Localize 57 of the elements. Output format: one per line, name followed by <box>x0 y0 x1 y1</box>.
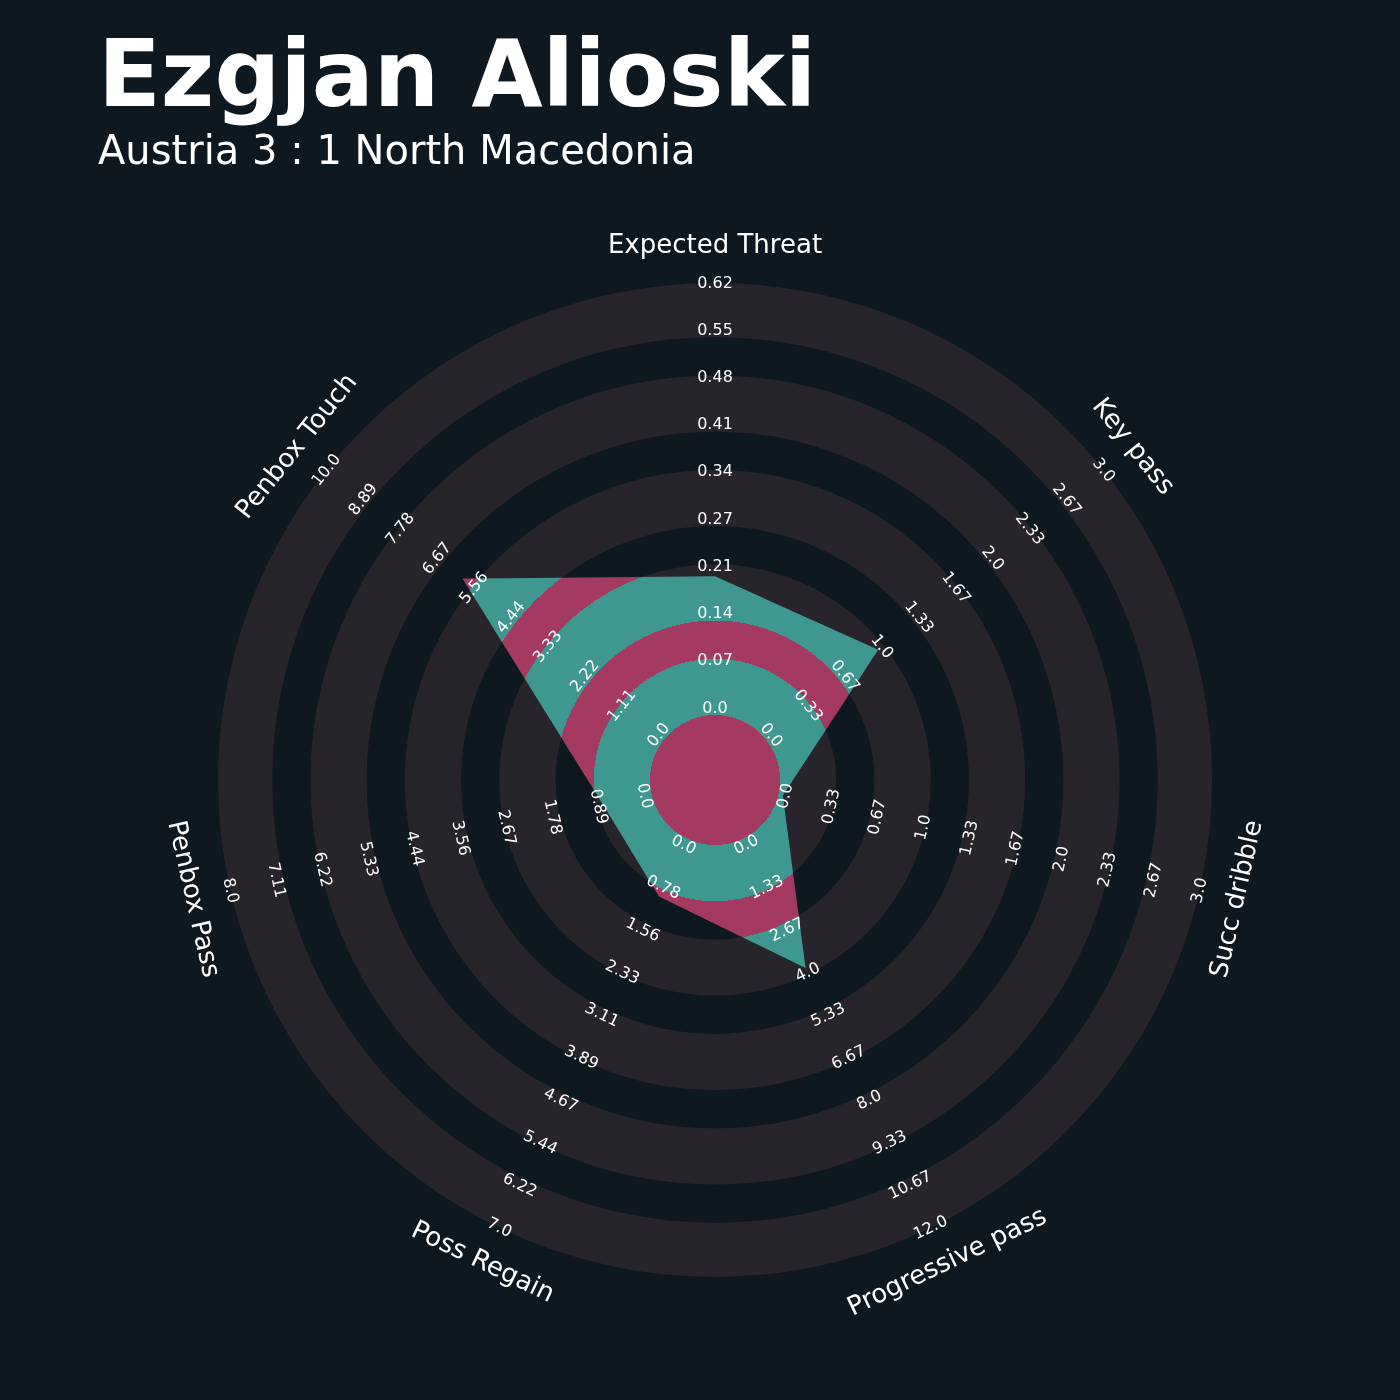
text: 0.0 <box>668 829 700 859</box>
text: 0.27 <box>697 508 733 528</box>
text: 0.21 <box>697 555 733 575</box>
text: 2.0 <box>978 541 1009 574</box>
text: 12.0 <box>910 1210 951 1244</box>
text: 1.78 <box>540 797 567 837</box>
text: 3.56 <box>448 818 475 858</box>
text: 0.89 <box>586 786 613 826</box>
text: 3.11 <box>582 997 623 1031</box>
text: 1.0 <box>910 812 935 842</box>
text: 9.33 <box>869 1125 910 1159</box>
text: 5.33 <box>356 839 383 879</box>
text: 8.0 <box>853 1085 885 1114</box>
text: 3.89 <box>561 1040 602 1073</box>
text: 0.07 <box>697 650 733 670</box>
spoke-label: Expected Threat <box>607 228 823 259</box>
text: 1.67 <box>1001 828 1028 868</box>
text: 0.0 <box>633 781 658 811</box>
text: 3.0 <box>1088 453 1120 486</box>
text: 7.0 <box>484 1212 516 1241</box>
text: 0.0 <box>772 781 797 811</box>
text: 5.44 <box>520 1125 561 1159</box>
chart-subtitle: Austria 3 : 1 North Macedonia <box>98 127 696 173</box>
text: 0.0 <box>730 829 762 859</box>
text: 4.44 <box>402 828 429 868</box>
text: 0.78 <box>643 870 684 903</box>
text: 0.33 <box>817 786 844 826</box>
text: 2.67 <box>766 912 807 946</box>
text: 0.41 <box>697 414 733 434</box>
text: 1.33 <box>955 818 982 858</box>
chart-title: Ezgjan Alioski <box>98 21 817 128</box>
text: 1.0 <box>867 630 899 663</box>
text: 2.67 <box>494 807 521 847</box>
text: 2.67 <box>1139 860 1166 900</box>
text: 2.0 <box>1048 844 1073 874</box>
text: 5.33 <box>807 997 848 1031</box>
text: 0.62 <box>697 272 733 292</box>
text: 4.67 <box>541 1082 582 1116</box>
text: 0.34 <box>697 461 733 481</box>
text: 1.56 <box>623 912 664 946</box>
text: 2.33 <box>602 955 643 988</box>
text: 7.11 <box>264 860 291 900</box>
text: 3.0 <box>1186 875 1211 905</box>
text: 6.22 <box>310 849 337 889</box>
text: 6.67 <box>828 1040 869 1073</box>
text: 0.0 <box>702 697 728 717</box>
text: 0.14 <box>697 603 733 623</box>
text: 0.55 <box>697 319 733 339</box>
text: 2.33 <box>1093 849 1120 889</box>
text: 0.67 <box>863 797 890 837</box>
text: 0.48 <box>697 366 733 386</box>
text: 0.0 <box>756 718 788 751</box>
text: 1.33 <box>746 870 787 903</box>
text: 4.0 <box>791 957 823 986</box>
text: 8.0 <box>219 875 244 905</box>
text: 0.0 <box>642 718 674 751</box>
text: 6.22 <box>500 1168 541 1201</box>
